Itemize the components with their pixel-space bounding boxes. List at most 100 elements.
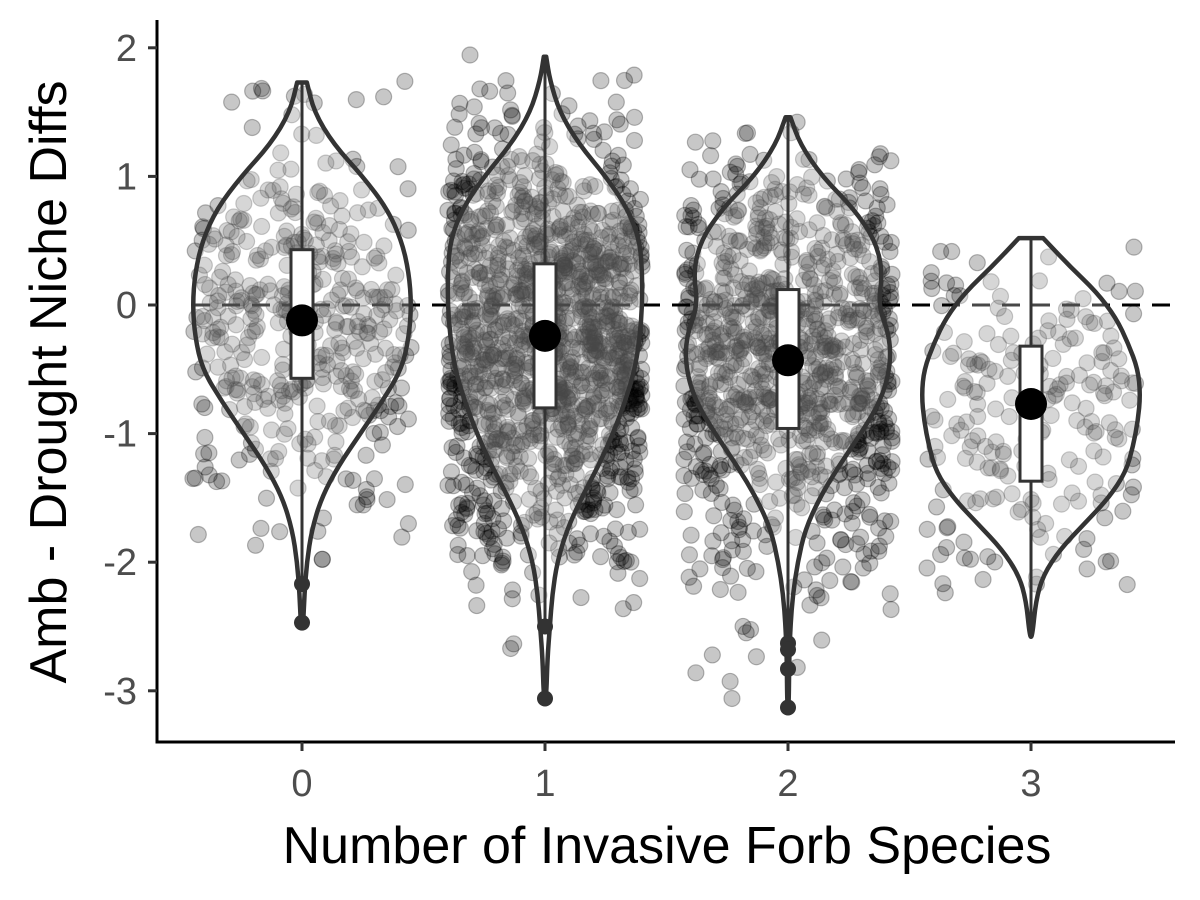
data-point (881, 585, 899, 603)
data-point (200, 466, 218, 484)
data-point (455, 175, 473, 193)
data-point (514, 187, 532, 205)
data-point (476, 379, 495, 397)
data-point (562, 214, 581, 232)
data-point (585, 130, 603, 148)
data-point (477, 502, 496, 520)
data-point (573, 328, 592, 346)
data-point (714, 549, 733, 567)
data-point (563, 439, 581, 457)
data-point (399, 180, 417, 198)
data-point (563, 280, 581, 298)
data-point (348, 339, 366, 357)
data-point (440, 404, 458, 423)
data-point (598, 306, 616, 325)
data-point (489, 359, 507, 377)
outlier-point (537, 690, 553, 707)
data-point (550, 468, 568, 486)
data-point (254, 82, 272, 100)
data-point (228, 227, 246, 246)
data-point (324, 249, 342, 268)
data-point (252, 519, 270, 537)
data-point (521, 227, 539, 245)
data-point (738, 559, 756, 577)
data-point (592, 72, 610, 90)
data-point (326, 416, 345, 435)
data-point (222, 356, 240, 374)
data-point (222, 223, 240, 241)
data-point (468, 321, 486, 339)
data-point (453, 320, 471, 338)
data-point (456, 239, 474, 257)
data-point (567, 465, 585, 484)
data-point (515, 210, 534, 228)
data-point (707, 476, 726, 495)
data-point (557, 246, 575, 265)
data-point (617, 244, 636, 263)
data-point (357, 446, 375, 464)
data-point (486, 182, 504, 200)
data-point (584, 254, 602, 272)
data-point (598, 381, 616, 399)
data-point (446, 186, 465, 205)
data-point (585, 240, 603, 258)
data-point (585, 337, 603, 355)
data-point (585, 395, 603, 413)
data-point (1124, 305, 1143, 323)
data-point (599, 287, 617, 306)
data-point (593, 499, 612, 517)
data-point (475, 351, 493, 369)
data-point (396, 72, 414, 90)
mean-point (286, 304, 318, 337)
data-point (514, 266, 533, 284)
data-point (582, 504, 600, 523)
data-point (568, 450, 586, 468)
data-point (326, 321, 344, 339)
data-point (229, 381, 247, 399)
data-point (571, 235, 589, 253)
data-point (524, 205, 542, 223)
x-tick-label: 3 (1020, 763, 1041, 805)
data-point (503, 581, 522, 599)
data-point (507, 310, 525, 328)
data-point (365, 424, 383, 443)
data-point (1124, 478, 1143, 496)
data-point (469, 244, 488, 262)
data-point (630, 437, 648, 455)
data-point (571, 340, 589, 358)
data-point (598, 313, 616, 331)
data-point (573, 416, 591, 434)
data-point (576, 384, 594, 402)
data-point (551, 186, 569, 204)
data-point (628, 400, 646, 419)
data-point (227, 367, 245, 385)
data-point (447, 160, 465, 178)
data-point (246, 393, 264, 411)
data-point (225, 208, 243, 226)
data-point (373, 371, 391, 389)
data-point (918, 520, 936, 538)
data-point (381, 397, 400, 416)
data-point (629, 429, 647, 447)
data-point (583, 365, 601, 383)
data-point (694, 445, 712, 464)
data-point (512, 212, 530, 231)
data-point (492, 556, 511, 574)
data-point (348, 281, 366, 300)
data-point (388, 417, 407, 436)
data-point (508, 261, 526, 279)
data-point (508, 267, 526, 285)
data-point (255, 390, 273, 408)
data-point (615, 552, 633, 571)
data-point (252, 79, 271, 98)
data-point (261, 282, 279, 300)
data-point (591, 288, 609, 307)
data-point (445, 397, 463, 415)
data-point (508, 350, 526, 369)
data-point (479, 504, 497, 522)
data-point (483, 430, 501, 448)
data-point (504, 465, 522, 483)
data-point (358, 324, 376, 342)
data-point (619, 523, 637, 541)
data-point (614, 356, 632, 374)
